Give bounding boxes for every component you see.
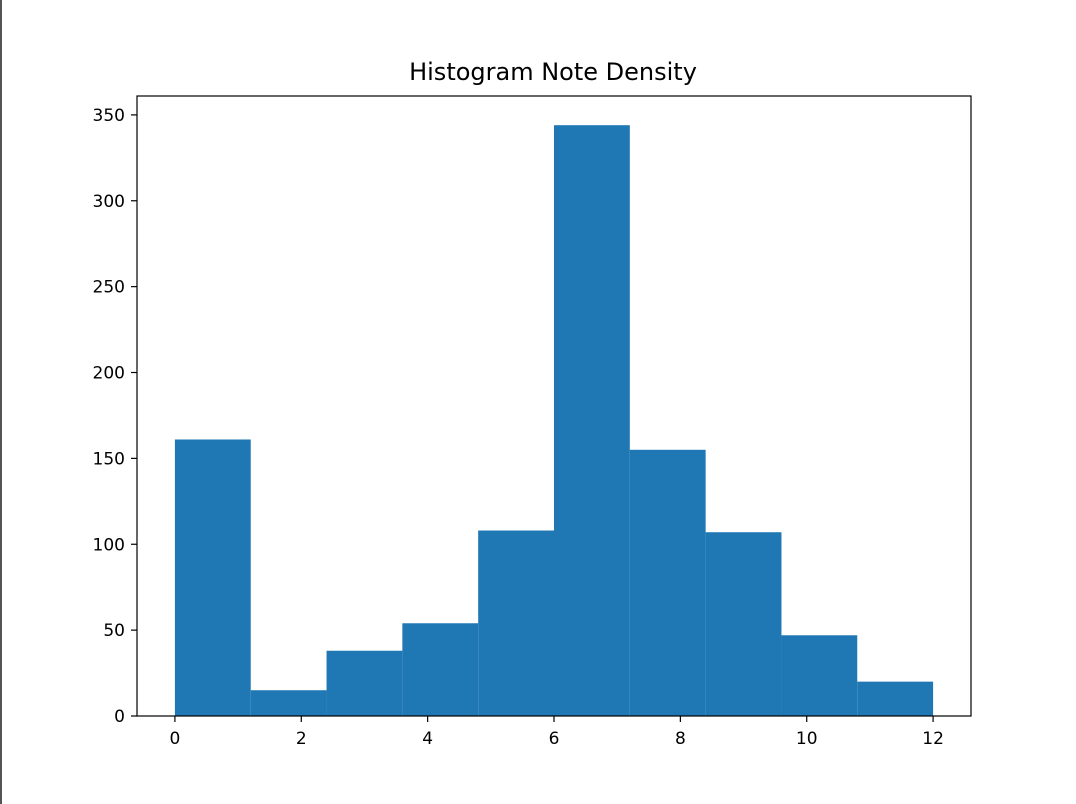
histogram-bar (250, 690, 327, 716)
y-tick-label: 200 (93, 364, 125, 384)
histogram-bar (554, 125, 630, 717)
histogram-bar (629, 449, 706, 716)
x-axis: 0 2 4 6 8 10 12 (169, 716, 944, 749)
y-tick-label: 0 (114, 707, 125, 727)
y-tick-label: 50 (103, 621, 125, 641)
y-tick-label: 250 (93, 278, 125, 298)
y-tick-label: 300 (93, 192, 125, 212)
x-tick-label: 12 (922, 729, 944, 749)
histogram-bar (857, 681, 934, 716)
histogram-bar (174, 439, 251, 716)
y-tick-label: 150 (93, 449, 125, 469)
x-tick-label: 0 (169, 729, 180, 749)
x-tick-label: 6 (549, 729, 560, 749)
x-tick-label: 2 (296, 729, 307, 749)
x-tick-label: 8 (675, 729, 686, 749)
histogram-bar (478, 530, 554, 716)
histogram-bar (326, 650, 403, 716)
histogram-bar (781, 635, 858, 716)
histogram-bar (402, 623, 479, 716)
y-axis: 0 50 100 150 200 250 300 350 (93, 106, 137, 727)
chart-title: Histogram Note Density (409, 58, 697, 86)
y-tick-label: 100 (93, 535, 125, 555)
x-tick-label: 4 (422, 729, 433, 749)
bars-group (174, 125, 934, 717)
x-tick-label: 10 (796, 729, 818, 749)
histogram-bar (705, 532, 782, 716)
y-tick-label: 350 (93, 106, 125, 126)
